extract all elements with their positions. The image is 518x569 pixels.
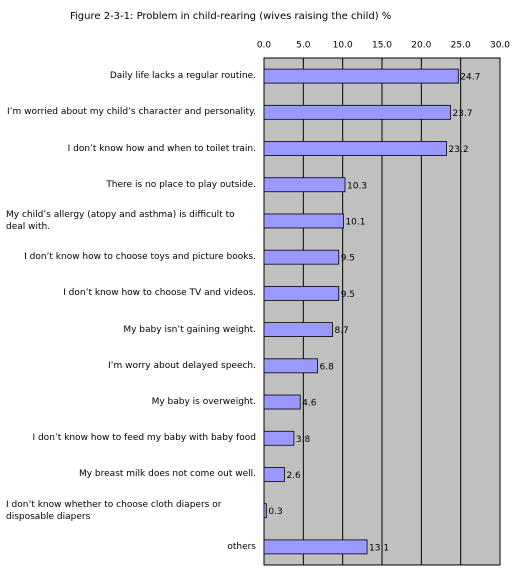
data-label: 3.8 — [296, 435, 311, 445]
category-text: My child’s allergy (atopy and asthma) is… — [6, 209, 235, 232]
bar — [263, 467, 285, 482]
bar — [263, 394, 301, 410]
y-tick-label: others — [0, 532, 256, 562]
y-tick-label: I’m worried about my child’s character a… — [0, 97, 256, 127]
bar — [263, 430, 295, 446]
data-label: 23.7 — [452, 109, 472, 119]
data-label: 2.6 — [286, 471, 301, 481]
y-tick-label: Daily life lacks a regular routine. — [0, 61, 256, 91]
data-label: 4.6 — [302, 399, 317, 409]
data-label: 8.7 — [334, 326, 348, 336]
bar — [263, 285, 340, 301]
x-tick-label: 10.0 — [333, 41, 353, 51]
category-text: I’m worry about delayed speech. — [108, 360, 256, 371]
data-label: 9.5 — [341, 254, 355, 264]
category-text: I don’t know how to choose TV and videos… — [63, 288, 256, 299]
category-text: There is no place to play outside. — [106, 179, 256, 190]
bar — [263, 322, 333, 338]
y-tick-label: There is no place to play outside. — [0, 170, 256, 200]
category-text: My breast milk does not come out well. — [78, 469, 256, 480]
y-tick-label: I don’t know how and when to toilet trai… — [0, 134, 256, 164]
y-tick-label: I don’t know whether to choose cloth dia… — [0, 496, 256, 526]
y-tick-label: My baby is overweight. — [0, 387, 256, 417]
y-tick-label: I’m worry about delayed speech. — [0, 351, 256, 381]
bar — [263, 141, 447, 156]
category-text: others — [227, 541, 256, 552]
y-tick-label: I don’t know how to choose TV and videos… — [0, 278, 256, 308]
bar — [263, 177, 346, 193]
x-tick-label: 0.0 — [257, 41, 272, 51]
y-tick-label: My baby isn’t gaining weight. — [0, 315, 256, 345]
y-tick-label: I don’t know how to feed my baby with ba… — [0, 423, 256, 453]
y-tick-label: My child’s allergy (atopy and asthma) is… — [0, 206, 256, 236]
category-text: I don’t know how and when to toilet trai… — [67, 143, 256, 154]
x-tick-label: 25.0 — [451, 41, 471, 51]
x-tick-label: 15.0 — [372, 41, 392, 51]
x-tick-label: 5.0 — [296, 41, 311, 51]
category-text: Daily life lacks a regular routine. — [109, 71, 256, 82]
category-text: I don’t know how to feed my baby with ba… — [32, 433, 256, 444]
category-text: I don’t know how to choose toys and pict… — [24, 252, 256, 263]
category-text: I’m worried about my child’s character a… — [7, 107, 256, 118]
bar — [263, 104, 451, 120]
data-label: 10.1 — [345, 217, 365, 227]
bar — [263, 503, 267, 519]
category-text: My baby is overweight. — [151, 397, 256, 408]
y-tick-label: I don’t know how to choose toys and pict… — [0, 242, 256, 272]
x-tick-label: 30.0 — [490, 41, 510, 51]
bar — [263, 249, 340, 265]
bar — [263, 539, 368, 555]
y-tick-label: My breast milk does not come out well. — [0, 459, 256, 489]
category-text: My baby isn’t gaining weight. — [123, 324, 256, 335]
data-label: 6.8 — [319, 362, 334, 372]
category-text: I don’t know whether to choose cloth dia… — [6, 499, 222, 522]
data-label: 9.5 — [341, 290, 355, 300]
data-label: 13.1 — [369, 543, 389, 553]
data-label: 10.3 — [347, 181, 367, 191]
data-label: 0.3 — [268, 507, 282, 517]
bar — [263, 68, 459, 84]
chart-title: Figure 2-3-1: Problem in child-rearing (… — [70, 11, 391, 22]
data-label: 24.7 — [460, 73, 480, 83]
data-label: 23.2 — [449, 145, 469, 155]
x-tick-label: 20.0 — [411, 41, 431, 51]
bar — [263, 213, 344, 229]
bar — [263, 358, 318, 374]
